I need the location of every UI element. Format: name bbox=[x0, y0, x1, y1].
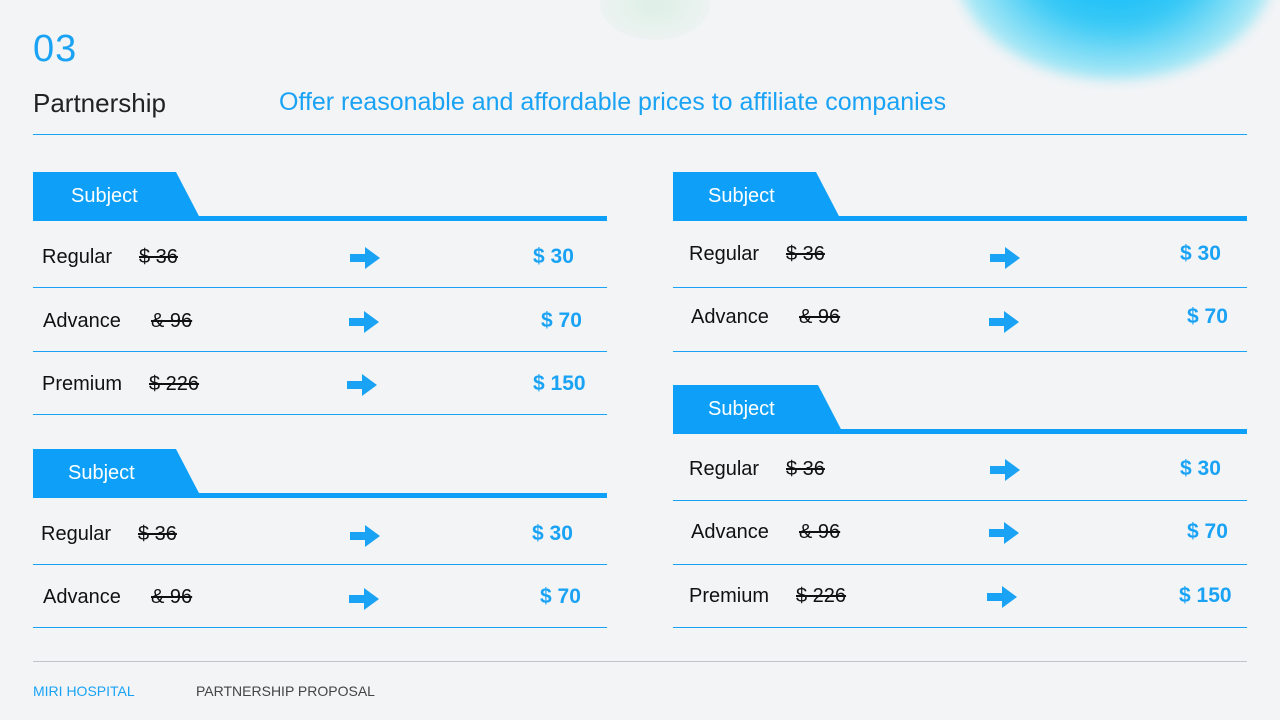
plan-name: Advance bbox=[43, 310, 121, 332]
right-arrow-icon bbox=[989, 311, 1019, 333]
new-price: $ 30 bbox=[532, 522, 573, 545]
table-row: Regular $ 36 $ 30 bbox=[673, 224, 1247, 288]
new-price: $ 30 bbox=[1180, 242, 1221, 265]
old-price: & 96 bbox=[799, 521, 841, 543]
page-title: Partnership bbox=[33, 88, 166, 118]
right-arrow-icon bbox=[347, 374, 377, 396]
plan-name: Advance bbox=[691, 521, 769, 543]
table-row: Advance & 96 $ 70 bbox=[673, 288, 1247, 352]
subject-label: Subject bbox=[708, 185, 775, 207]
plan-name: Premium bbox=[689, 585, 770, 607]
subject-label: Subject bbox=[71, 185, 138, 207]
plan-name: Regular bbox=[689, 458, 760, 480]
right-arrow-icon bbox=[990, 247, 1020, 269]
right-arrow-icon bbox=[987, 586, 1017, 608]
new-price: $ 70 bbox=[1187, 305, 1228, 328]
old-price: $ 36 bbox=[786, 243, 825, 265]
table-row: Premium $ 226 $ 150 bbox=[33, 351, 607, 415]
plan-name: Advance bbox=[43, 586, 121, 608]
footer-organization: MIRI HOSPITAL bbox=[33, 683, 135, 699]
new-price: $ 150 bbox=[1179, 584, 1232, 607]
right-arrow-icon bbox=[349, 588, 379, 610]
right-arrow-icon bbox=[350, 525, 380, 547]
old-price: & 96 bbox=[799, 306, 841, 328]
price-table-1: Subject Regular $ 36 $ 30 Advance & 96 $… bbox=[33, 172, 607, 415]
right-arrow-icon bbox=[349, 311, 379, 333]
table-row: Premium $ 226 $ 150 bbox=[673, 564, 1247, 628]
subject-label: Subject bbox=[708, 398, 775, 420]
section-number: 03 bbox=[33, 28, 78, 70]
subject-tab bbox=[33, 172, 201, 220]
new-price: $ 30 bbox=[1180, 457, 1221, 480]
table-row: Advance & 96 $ 70 bbox=[673, 501, 1247, 565]
new-price: $ 70 bbox=[541, 309, 582, 332]
plan-name: Regular bbox=[41, 523, 112, 545]
plan-name: Regular bbox=[689, 243, 760, 265]
footer-divider bbox=[33, 661, 1247, 662]
table-row: Advance & 96 $ 70 bbox=[33, 564, 607, 628]
right-arrow-icon bbox=[989, 522, 1019, 544]
header-divider bbox=[33, 134, 1247, 135]
table-row: Regular $ 36 $ 30 bbox=[673, 437, 1247, 501]
tab-underline bbox=[33, 493, 607, 498]
old-price: & 96 bbox=[151, 586, 193, 608]
old-price: $ 36 bbox=[786, 458, 825, 480]
old-price: & 96 bbox=[151, 310, 193, 332]
price-table-4: Subject Regular $ 36 $ 30 Advance & 96 $… bbox=[673, 385, 1247, 629]
decorative-faint-blob bbox=[600, 0, 710, 40]
footer-document-title: PARTNERSHIP PROPOSAL bbox=[196, 683, 375, 699]
tab-underline bbox=[33, 216, 607, 221]
price-table-2: Subject Regular $ 36 $ 30 Advance & 96 $… bbox=[33, 449, 607, 629]
plan-name: Regular bbox=[42, 246, 113, 268]
plan-name: Premium bbox=[42, 373, 123, 395]
table-row: Regular $ 36 $ 30 bbox=[33, 501, 607, 565]
old-price: $ 226 bbox=[796, 585, 847, 607]
subject-tab bbox=[673, 172, 841, 220]
new-price: $ 150 bbox=[533, 372, 586, 395]
decorative-gradient-blob bbox=[955, 0, 1275, 80]
subject-tab bbox=[33, 449, 201, 497]
right-arrow-icon bbox=[990, 459, 1020, 481]
tab-underline bbox=[673, 429, 1247, 434]
subject-label: Subject bbox=[68, 462, 135, 484]
right-arrow-icon bbox=[350, 247, 380, 269]
old-price: $ 36 bbox=[139, 246, 178, 268]
new-price: $ 30 bbox=[533, 245, 574, 268]
table-row: Advance & 96 $ 70 bbox=[33, 288, 607, 352]
old-price: $ 36 bbox=[138, 523, 177, 545]
price-table-3: Subject Regular $ 36 $ 30 Advance & 96 $… bbox=[673, 172, 1247, 352]
subject-tab bbox=[673, 385, 843, 433]
plan-name: Advance bbox=[691, 306, 769, 328]
new-price: $ 70 bbox=[540, 585, 581, 608]
old-price: $ 226 bbox=[149, 373, 200, 395]
table-row: Regular $ 36 $ 30 bbox=[33, 224, 607, 288]
page-subtitle: Offer reasonable and affordable prices t… bbox=[279, 88, 947, 116]
new-price: $ 70 bbox=[1187, 520, 1228, 543]
tab-underline bbox=[673, 216, 1247, 221]
